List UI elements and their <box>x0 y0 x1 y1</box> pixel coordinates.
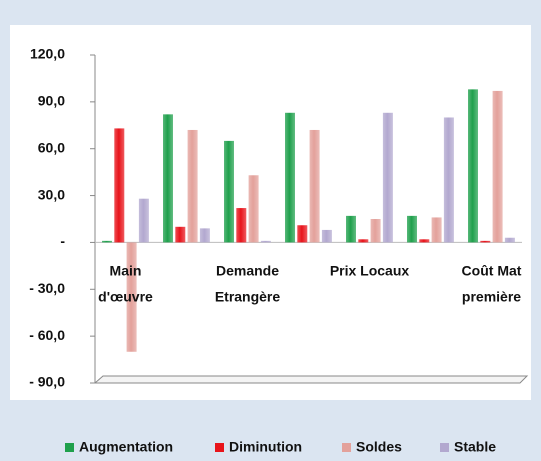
x-tick-label: première <box>462 289 521 305</box>
bar <box>370 219 381 243</box>
bar <box>468 89 478 243</box>
x-tick-label: Demande <box>216 263 279 279</box>
bar <box>285 112 295 243</box>
bar <box>114 128 125 243</box>
floor <box>93 375 529 384</box>
legend-swatch <box>65 443 74 452</box>
x-tick-label: Coût Mat <box>462 263 522 279</box>
y-tick-label: - <box>60 233 65 249</box>
bar <box>382 112 393 243</box>
legend-swatch <box>215 443 224 452</box>
bar <box>309 129 320 243</box>
x-tick-label: d'œuvre <box>98 289 153 305</box>
bar <box>224 140 234 243</box>
y-tick-label: - 30,0 <box>29 280 65 296</box>
bar <box>480 240 491 243</box>
bar <box>346 215 356 243</box>
bar <box>431 217 442 243</box>
legend-label: Stable <box>454 439 496 455</box>
y-tick-label: 120,0 <box>30 46 65 62</box>
y-tick-label: - 60,0 <box>29 327 65 343</box>
bar <box>175 226 186 243</box>
bar <box>297 225 308 243</box>
bar <box>163 114 173 243</box>
y-tick-label: 90,0 <box>38 93 65 109</box>
x-tick-label: Prix Locaux <box>330 263 410 279</box>
x-tick-label: Main <box>110 263 142 279</box>
legend-swatch <box>440 443 449 452</box>
bar <box>138 198 149 243</box>
legend-label: Soldes <box>356 439 402 455</box>
bar <box>126 242 137 352</box>
y-tick-label: 30,0 <box>38 186 65 202</box>
y-tick-label: - 90,0 <box>29 374 65 390</box>
legend-swatch <box>342 443 351 452</box>
bar <box>419 239 430 243</box>
bar <box>260 240 271 243</box>
bar <box>321 229 332 243</box>
bar <box>443 117 454 243</box>
y-tick-label: 60,0 <box>38 139 65 155</box>
bar <box>358 239 369 243</box>
legend-label: Diminution <box>229 439 302 455</box>
bar <box>248 175 259 243</box>
bar <box>492 90 503 243</box>
bar <box>236 208 247 243</box>
bar <box>199 228 210 243</box>
x-tick-label: Etrangère <box>215 289 281 305</box>
bar <box>187 129 198 243</box>
bar <box>407 215 417 243</box>
legend-label: Augmentation <box>79 439 173 455</box>
bar <box>102 240 112 243</box>
bar <box>504 237 515 243</box>
